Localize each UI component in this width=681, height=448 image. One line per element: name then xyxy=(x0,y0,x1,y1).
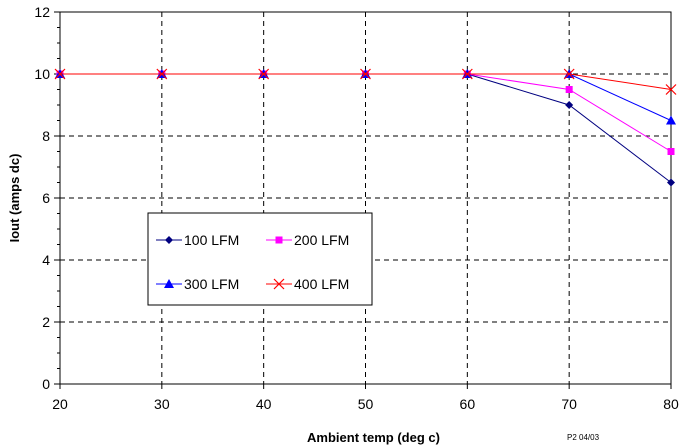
series-group xyxy=(54,68,677,187)
grid-lines xyxy=(60,12,671,384)
x-tick-labels: 20 30 40 50 60 70 80 xyxy=(52,396,679,412)
y-tick-labels: 0 2 4 6 8 10 12 xyxy=(34,4,50,392)
data-point-x xyxy=(360,68,371,80)
y-tick-label: 8 xyxy=(42,128,50,144)
legend-label: 100 LFM xyxy=(184,232,239,248)
data-point-x xyxy=(461,68,473,80)
x-tick-label: 50 xyxy=(358,396,374,412)
y-tick-label: 4 xyxy=(42,252,50,268)
data-point-square xyxy=(667,148,675,155)
y-tick-label: 0 xyxy=(42,376,50,392)
data-point-x xyxy=(258,68,270,80)
data-point-x xyxy=(665,84,677,95)
legend-label: 200 LFM xyxy=(294,232,349,248)
y-tick-label: 10 xyxy=(34,66,50,82)
data-point-diamond xyxy=(667,178,675,187)
data-point-x-stroke xyxy=(360,68,371,80)
x-tick-label: 20 xyxy=(52,396,68,412)
y-tick-label: 12 xyxy=(34,4,50,20)
series-400-lfm xyxy=(54,68,677,95)
data-point-x xyxy=(273,278,285,290)
data-point-triangle xyxy=(666,115,676,125)
y-axis-title: Iout (amps dc) xyxy=(7,154,22,243)
x-tick-label: 60 xyxy=(460,396,476,412)
legend-box xyxy=(147,212,373,306)
data-point-x xyxy=(156,68,168,80)
legend-item-300-lfm: 300 LFM xyxy=(156,276,239,292)
data-point-diamond xyxy=(165,236,173,244)
y-tick-label: 2 xyxy=(42,314,50,330)
data-point-x-stroke xyxy=(563,68,575,80)
legend-item-400-lfm: 400 LFM xyxy=(266,276,349,292)
data-point-x xyxy=(54,68,66,80)
axis-ticks xyxy=(54,11,672,389)
data-point-x-stroke xyxy=(258,68,270,80)
legend: 100 LFM 200 LFM 300 LFM 400 LFM xyxy=(147,212,373,306)
legend-label: 300 LFM xyxy=(184,276,239,292)
legend-item-200-lfm: 200 LFM xyxy=(266,232,349,248)
data-point-x-stroke xyxy=(665,84,677,95)
data-point-triangle xyxy=(164,279,174,288)
data-point-x-stroke xyxy=(273,278,285,290)
data-point-x-stroke xyxy=(156,68,168,80)
data-point-x-stroke xyxy=(54,68,66,80)
x-tick-label: 40 xyxy=(256,396,272,412)
x-tick-label: 80 xyxy=(663,396,679,412)
data-point-diamond xyxy=(565,101,574,109)
legend-label: 400 LFM xyxy=(294,276,349,292)
footnote: P2 04/03 xyxy=(567,433,600,442)
data-point-x-stroke xyxy=(461,68,473,80)
data-point-square xyxy=(565,86,573,93)
x-tick-label: 30 xyxy=(154,396,170,412)
data-point-square xyxy=(275,236,283,244)
x-axis-title: Ambient temp (deg c) xyxy=(307,430,440,445)
y-tick-label: 6 xyxy=(42,190,50,206)
legend-item-100-lfm: 100 LFM xyxy=(156,232,239,248)
data-point-x xyxy=(563,68,575,80)
x-tick-label: 70 xyxy=(561,396,577,412)
